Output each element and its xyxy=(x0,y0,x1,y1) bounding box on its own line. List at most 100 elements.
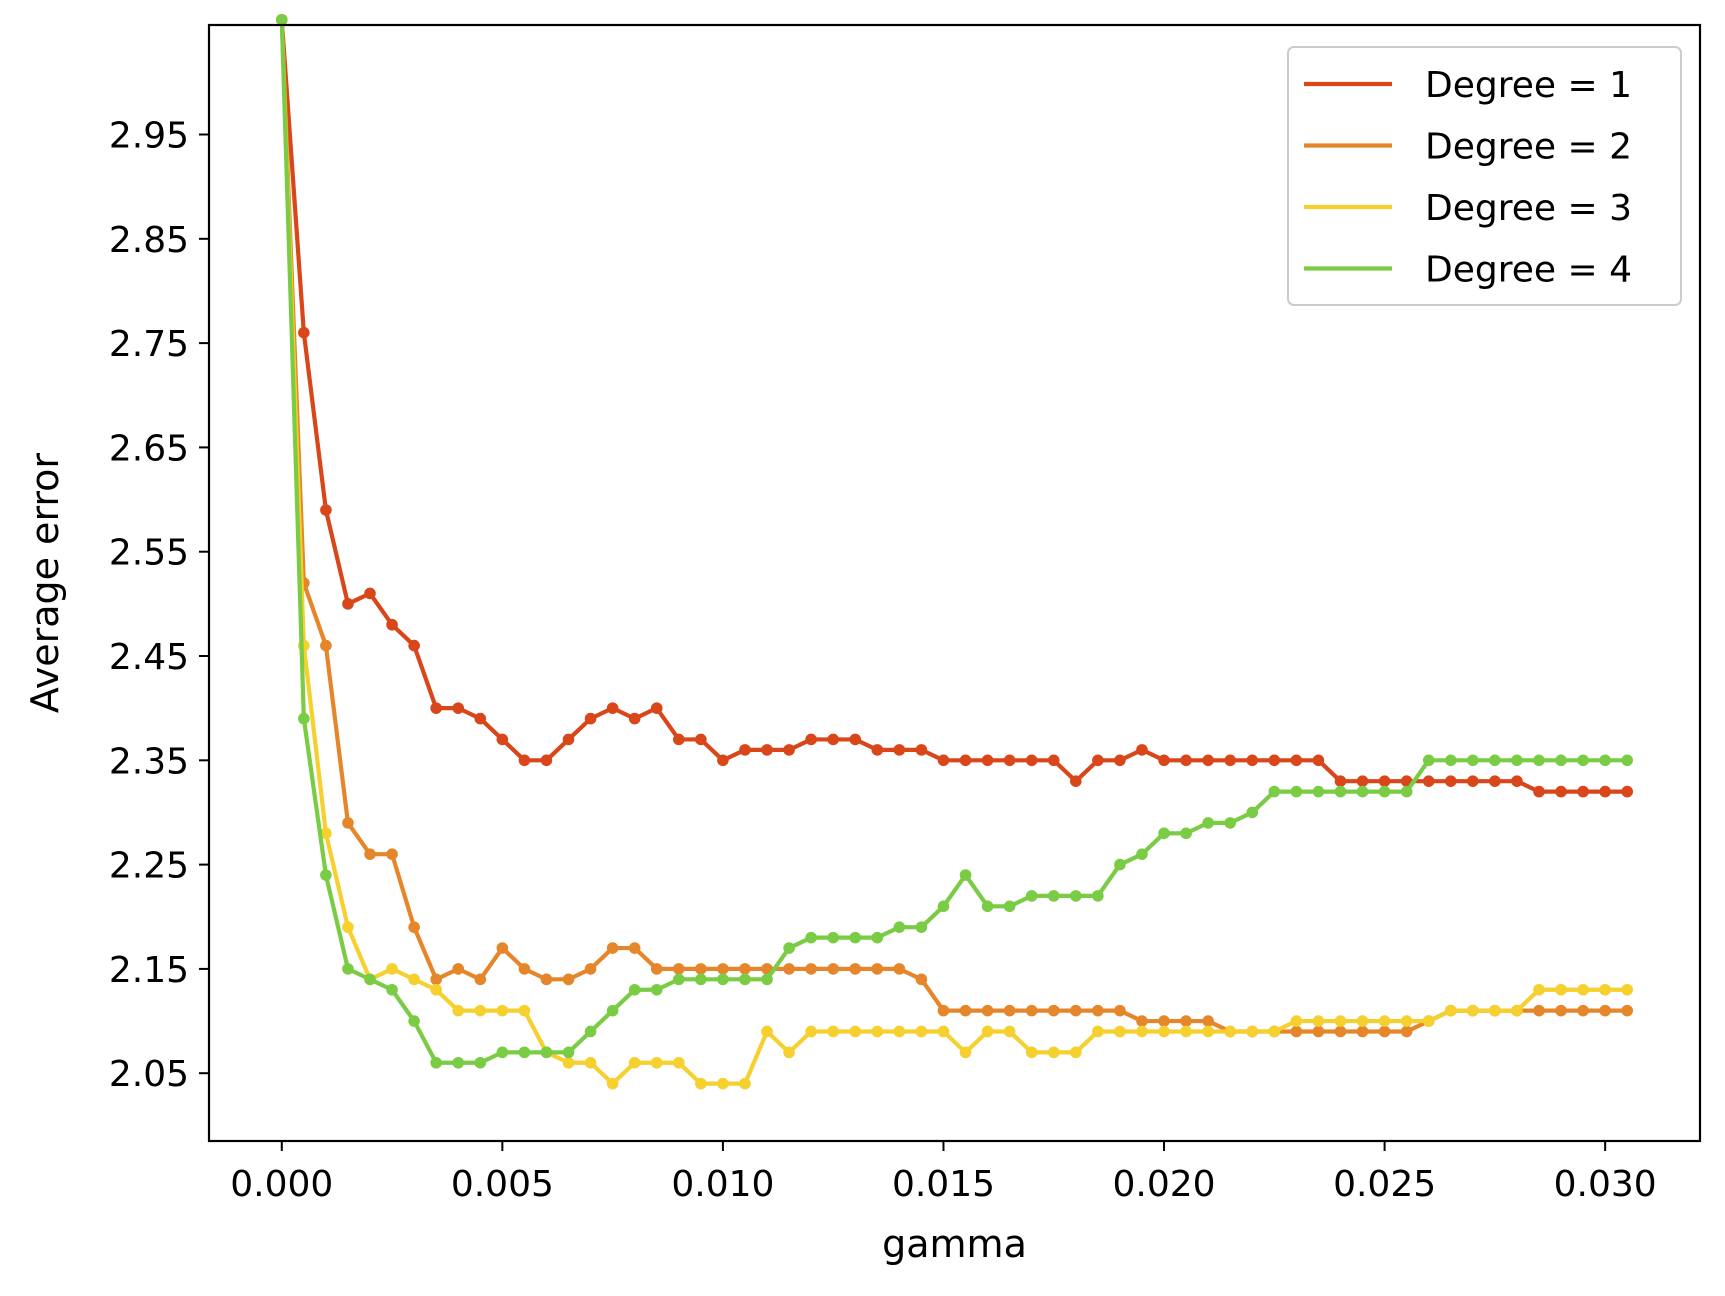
data-point xyxy=(871,931,884,944)
data-point xyxy=(540,1046,553,1059)
data-point xyxy=(1378,775,1391,787)
data-point xyxy=(320,827,332,840)
data-point xyxy=(1047,1004,1060,1017)
data-point xyxy=(717,973,729,986)
data-point xyxy=(871,1025,884,1038)
data-point xyxy=(1114,1004,1126,1017)
data-point xyxy=(1312,1015,1325,1027)
data-point xyxy=(408,921,420,933)
data-point xyxy=(474,973,487,986)
data-point xyxy=(1290,754,1303,767)
data-point xyxy=(1158,827,1170,840)
x-tick-label: 0.020 xyxy=(1113,1164,1216,1205)
data-point xyxy=(1621,983,1634,996)
data-point xyxy=(1136,744,1148,756)
data-point xyxy=(1202,754,1214,767)
data-point xyxy=(1555,983,1567,996)
data-point xyxy=(805,733,817,746)
data-point xyxy=(1467,1004,1479,1017)
x-tick-label: 0.025 xyxy=(1333,1164,1436,1205)
data-point xyxy=(1047,890,1060,902)
data-point xyxy=(1621,785,1634,798)
data-point xyxy=(628,1056,641,1069)
data-point xyxy=(1378,1025,1391,1038)
data-point xyxy=(474,1004,487,1017)
data-point xyxy=(1180,1025,1192,1038)
data-point xyxy=(540,973,553,986)
data-point xyxy=(1577,754,1589,767)
data-point xyxy=(783,963,795,975)
data-point xyxy=(1003,900,1016,913)
data-point xyxy=(1202,817,1214,829)
legend-label: Degree = 2 xyxy=(1425,127,1632,168)
data-point xyxy=(871,963,884,975)
data-point xyxy=(298,326,310,339)
data-point xyxy=(364,587,376,600)
data-point xyxy=(849,733,862,746)
data-point xyxy=(430,973,442,986)
data-point xyxy=(1444,754,1457,767)
data-point xyxy=(1356,785,1369,798)
data-point xyxy=(562,973,575,986)
y-tick-label: 2.05 xyxy=(109,1054,189,1095)
legend-label: Degree = 4 xyxy=(1425,250,1632,291)
data-point xyxy=(320,639,332,652)
y-tick-label: 2.55 xyxy=(109,533,189,574)
data-point xyxy=(408,973,420,986)
data-point xyxy=(496,1004,509,1017)
data-point xyxy=(606,1004,619,1017)
data-point xyxy=(871,744,884,756)
data-point xyxy=(981,1025,994,1038)
data-point xyxy=(452,1056,465,1069)
data-point xyxy=(915,744,928,756)
data-point xyxy=(1356,775,1369,787)
data-point xyxy=(1070,890,1082,902)
data-point xyxy=(1158,1015,1170,1027)
data-point xyxy=(1070,1046,1082,1059)
data-point xyxy=(342,817,354,829)
data-point xyxy=(628,712,641,725)
data-point xyxy=(1202,1015,1214,1027)
data-point xyxy=(518,963,531,975)
data-point xyxy=(761,1025,773,1038)
data-point xyxy=(1312,754,1325,767)
y-tick-label: 2.25 xyxy=(109,846,189,887)
data-point xyxy=(1422,754,1435,767)
data-point xyxy=(783,942,795,954)
data-point xyxy=(672,963,685,975)
data-point xyxy=(540,754,553,767)
y-tick-label: 2.45 xyxy=(109,637,189,678)
legend-box xyxy=(1287,46,1682,306)
data-point xyxy=(342,963,354,975)
series-4 xyxy=(275,13,1634,1069)
x-tick-label: 0.000 xyxy=(230,1164,333,1205)
data-point xyxy=(915,1025,928,1038)
data-point xyxy=(915,973,928,986)
data-point xyxy=(1136,1025,1148,1038)
data-point xyxy=(474,1056,487,1069)
data-point xyxy=(452,702,465,714)
data-point xyxy=(695,733,707,746)
data-point xyxy=(761,973,773,986)
data-point xyxy=(1489,1004,1501,1017)
data-point xyxy=(717,754,729,767)
legend-label: Degree = 1 xyxy=(1425,65,1632,106)
data-point xyxy=(1422,775,1435,787)
data-point xyxy=(1400,1025,1413,1038)
y-tick-label: 2.95 xyxy=(109,116,189,157)
data-point xyxy=(1511,754,1523,767)
data-point xyxy=(628,983,641,996)
data-point xyxy=(628,942,641,954)
data-point xyxy=(1180,754,1192,767)
data-point xyxy=(562,1056,575,1069)
data-point xyxy=(650,702,663,714)
data-point xyxy=(1070,775,1082,787)
data-point xyxy=(562,1046,575,1059)
data-point xyxy=(364,848,376,860)
data-point xyxy=(739,744,751,756)
data-point xyxy=(1511,775,1523,787)
data-point xyxy=(827,733,839,746)
data-point xyxy=(1003,754,1016,767)
data-point xyxy=(430,702,442,714)
